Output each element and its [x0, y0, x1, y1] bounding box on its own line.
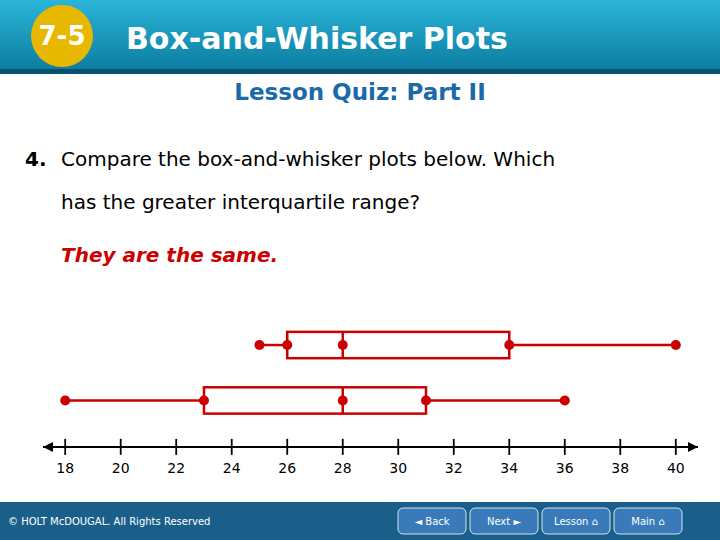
- nav-button[interactable]: Next ►: [470, 508, 538, 534]
- header-bar: [0, 0, 720, 74]
- tick: [564, 439, 566, 455]
- badge: [31, 5, 93, 67]
- box-point: [282, 340, 292, 350]
- tick: [675, 439, 677, 455]
- tick-label: 28: [334, 460, 352, 476]
- tick: [231, 439, 233, 455]
- box-point: [421, 395, 431, 405]
- subtitle: Lesson Quiz: Part II: [234, 79, 485, 105]
- axis-arrow: [43, 442, 53, 452]
- nav-button-label[interactable]: Lesson ⌂: [554, 516, 598, 527]
- tick-label: 20: [112, 460, 130, 476]
- copyright: © HOLT McDOUGAL. All Rights Reserved: [8, 516, 210, 527]
- page: 7-5 Box-and-Whisker Plots © HOLT McDOUGAL.…: [0, 0, 720, 540]
- tick-label: 26: [278, 460, 296, 476]
- question-text: Compare the box-and-whisker plots below.…: [61, 147, 555, 171]
- tick-label: 38: [611, 460, 629, 476]
- nav-button-label[interactable]: Main ⌂: [631, 516, 664, 527]
- tick: [175, 439, 177, 455]
- tick-label: 30: [389, 460, 407, 476]
- box: [287, 332, 509, 358]
- box-point: [60, 395, 70, 405]
- axis-arrow: [688, 442, 698, 452]
- box-point: [254, 340, 264, 350]
- box-point: [338, 395, 348, 405]
- badge-text: 7-5: [39, 21, 86, 51]
- whisker: [65, 399, 204, 402]
- tick: [286, 439, 288, 455]
- tick-label: 22: [167, 460, 185, 476]
- tick: [342, 439, 344, 455]
- tick-label: 24: [223, 460, 241, 476]
- nav-button-label[interactable]: Next ►: [487, 516, 521, 527]
- answer: They are the same.: [61, 243, 278, 267]
- tick-label: 40: [667, 460, 685, 476]
- boxes: [60, 332, 681, 414]
- footer: © HOLT McDOUGAL. All Rights Reserved ◄ Ba…: [0, 502, 720, 540]
- box-plot: [60, 387, 570, 413]
- footer-bar: [0, 502, 720, 540]
- axis-line: [43, 446, 698, 448]
- box-plot: [254, 332, 680, 358]
- tick-label: 18: [56, 460, 74, 476]
- box-point: [338, 340, 348, 350]
- nav-button-box[interactable]: [398, 508, 466, 534]
- tick-label: 36: [556, 460, 574, 476]
- nav-button-label[interactable]: ◄ Back: [414, 516, 449, 527]
- tick-label: 32: [445, 460, 463, 476]
- nav-button-box[interactable]: [470, 508, 538, 534]
- box-point: [199, 395, 209, 405]
- nav-button-box[interactable]: [614, 508, 682, 534]
- question-text: has the greater interquartile range?: [61, 190, 420, 214]
- tick: [120, 439, 122, 455]
- box-point: [560, 395, 570, 405]
- question-number: 4.: [25, 147, 47, 171]
- x-axis: 18 20 22 24 26 28 30 32 34 36 38 40: [43, 439, 698, 476]
- nav-button[interactable]: Lesson ⌂: [542, 508, 610, 534]
- tick: [64, 439, 66, 455]
- tick: [453, 439, 455, 455]
- header: 7-5 Box-and-Whisker Plots: [0, 0, 720, 74]
- whisker: [509, 344, 676, 347]
- box-point: [671, 340, 681, 350]
- box-point: [504, 340, 514, 350]
- header-stripe: [0, 69, 720, 74]
- plot-area: 18 20 22 24 26 28 30 32 34 36 38 40: [43, 332, 698, 476]
- tick: [397, 439, 399, 455]
- nav-button[interactable]: Main ⌂: [614, 508, 682, 534]
- nav-button[interactable]: ◄ Back: [398, 508, 466, 534]
- nav-button-box[interactable]: [542, 508, 610, 534]
- box: [204, 387, 426, 413]
- tick-label: 34: [500, 460, 518, 476]
- whisker: [426, 399, 565, 402]
- tick: [508, 439, 510, 455]
- background: [0, 0, 720, 540]
- tick: [619, 439, 621, 455]
- title: Box-and-Whisker Plots: [126, 21, 508, 56]
